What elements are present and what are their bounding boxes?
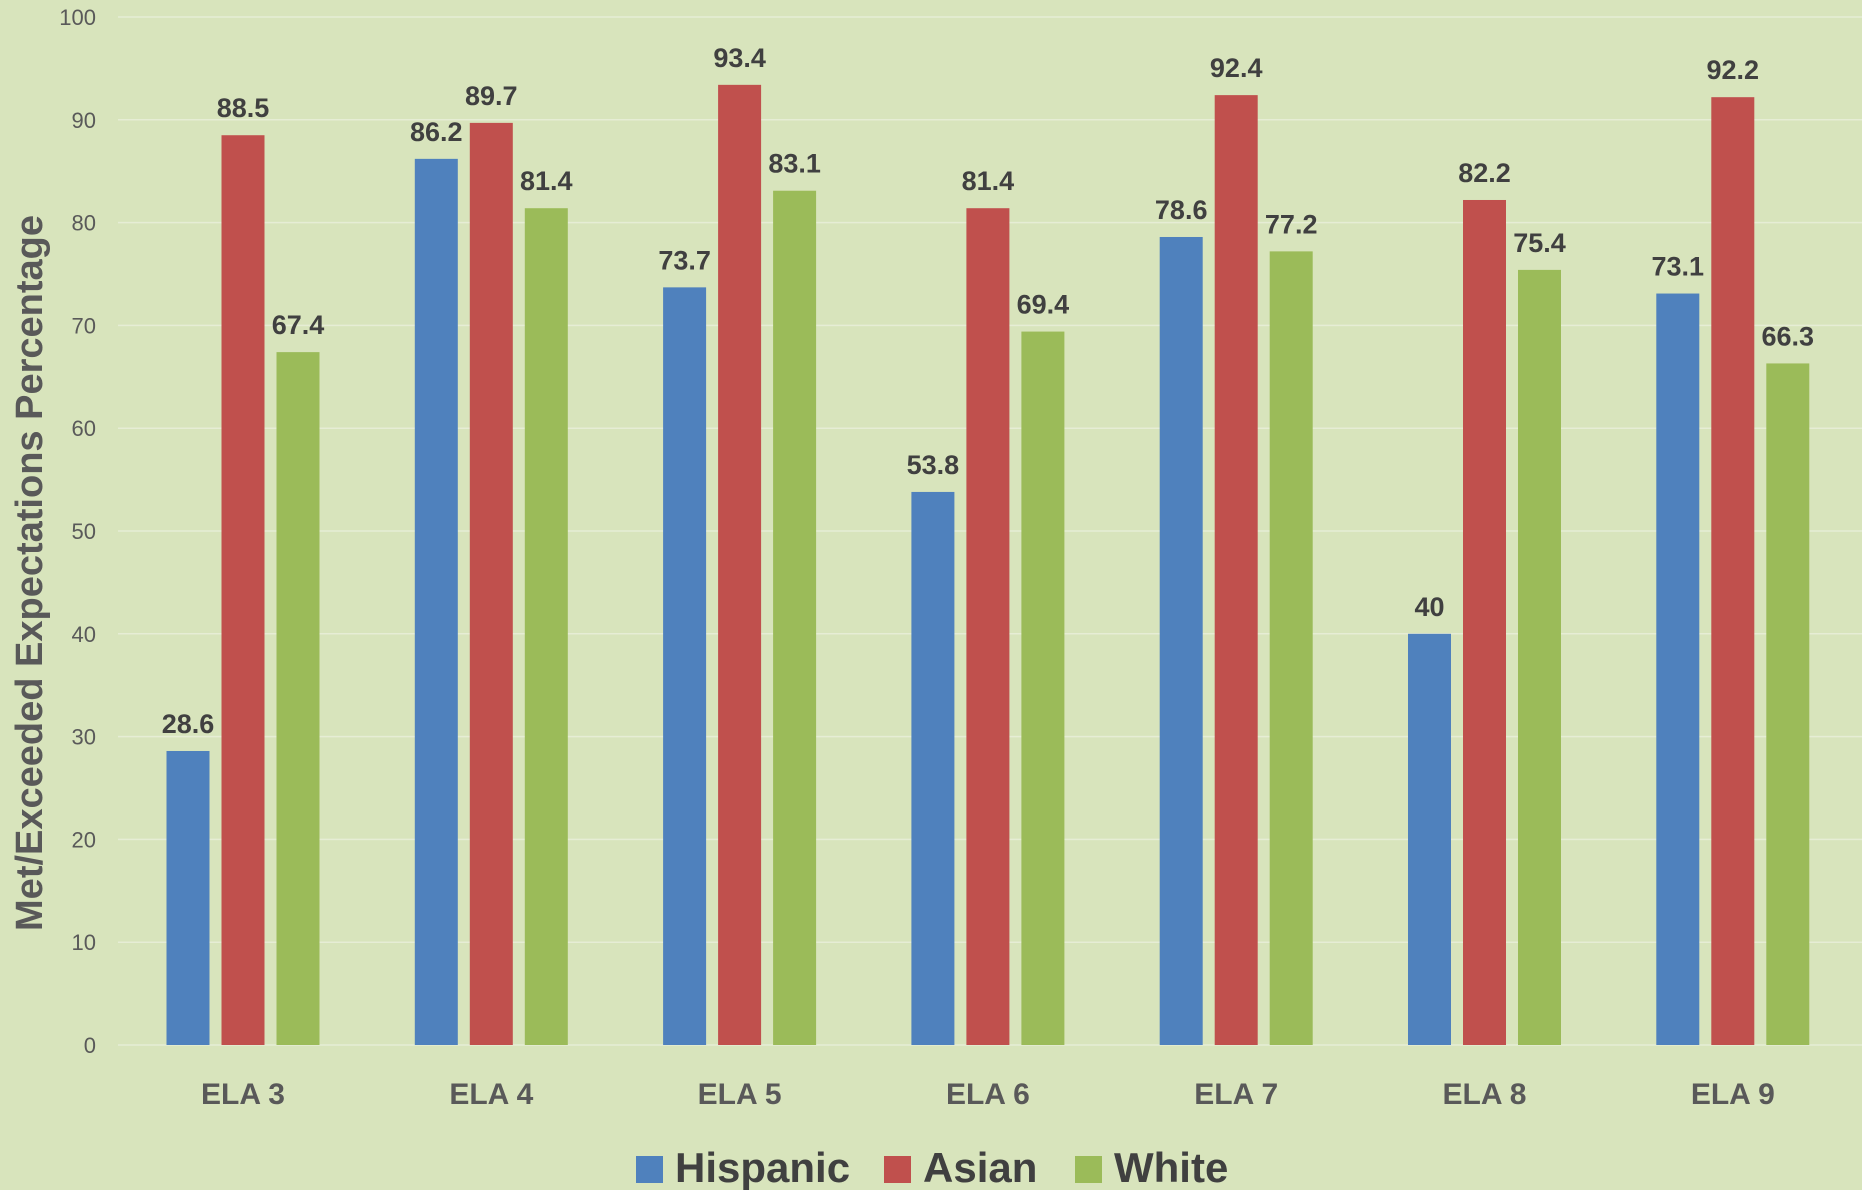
data-label: 75.4 [1513,228,1566,258]
legend-label-hispanic: Hispanic [675,1144,850,1190]
y-tick-label: 90 [72,108,96,133]
bar-hispanic-ela-6 [911,491,955,1045]
legend: Hispanic Asian White [636,1144,1228,1190]
data-label: 81.4 [962,166,1015,196]
data-label: 77.2 [1265,209,1318,239]
bar-white-ela-9 [1766,363,1810,1045]
data-label: 53.8 [907,450,960,480]
y-tick-label: 0 [84,1033,96,1058]
data-label: 40 [1414,592,1444,622]
legend-swatch-asian [884,1156,911,1183]
y-tick-label: 70 [72,313,96,338]
legend-swatch-white [1075,1156,1102,1183]
x-tick-label: ELA 8 [1443,1078,1527,1111]
bar-white-ela-8 [1518,269,1561,1045]
x-tick-label: ELA 4 [449,1078,533,1111]
data-label: 92.2 [1707,55,1760,85]
data-labels: 28.6 88.5 67.4 86.289.7 81.4 73.7 93.4 83.1 53.8… [162,43,1814,739]
bar-hispanic-ela-9 [1656,293,1700,1046]
y-tick-label: 60 [72,416,96,441]
y-axis-ticks: 0 10 20 30 40 50 60 70 80 90 100 [59,5,96,1058]
data-label: 92.4 [1210,53,1263,83]
data-label: 86.2 [410,117,463,147]
bar-hispanic-ela-3 [166,750,210,1045]
legend-label-asian: Asian [923,1144,1037,1190]
bar-asian-ela-7 [1214,95,1258,1046]
x-tick-label: ELA 5 [698,1078,782,1111]
bar-white-ela-5 [773,190,817,1045]
data-label: 69.4 [1017,290,1070,320]
bar-white-ela-3 [276,352,320,1045]
data-label: 78.6 [1155,195,1208,225]
bar-asian-ela-8 [1463,199,1506,1045]
x-tick-label: ELA 3 [201,1078,285,1111]
x-tick-label: ELA 6 [946,1078,1030,1111]
bar-hispanic-ela-8 [1408,633,1451,1045]
bar-asian-ela-3 [221,135,265,1046]
y-tick-label: 100 [59,5,96,30]
bars [166,84,1810,1046]
data-label: 66.3 [1762,321,1815,351]
x-tick-label: ELA 7 [1194,1078,1278,1111]
bar-white-ela-4 [524,208,568,1045]
bar-hispanic-ela-4 [414,158,458,1045]
bar-white-ela-7 [1269,251,1313,1045]
bar-asian-ela-5 [718,84,762,1045]
data-label: 89.7 [465,81,518,111]
y-tick-label: 30 [72,725,96,750]
data-label: 67.4 [272,310,325,340]
y-axis-title: Met/Exceeded Expectations Percentage [9,215,51,931]
bar-asian-ela-6 [966,208,1010,1045]
data-label: 83.1 [768,149,821,179]
data-label: 81.4 [520,166,573,196]
legend-label-white: White [1114,1144,1228,1190]
x-axis-ticks: ELA 3 ELA 4 ELA 5 ELA 6 ELA 7 ELA 8 ELA 9 [201,1078,1775,1111]
bar-hispanic-ela-7 [1159,236,1203,1045]
y-tick-label: 40 [72,622,96,647]
bar-white-ela-6 [1021,331,1065,1045]
bar-asian-ela-9 [1711,97,1755,1045]
data-label: 73.1 [1652,252,1705,282]
data-label: 28.6 [162,709,215,739]
data-label: 88.5 [217,93,270,123]
y-tick-label: 50 [72,519,96,544]
data-label: 73.7 [658,245,711,275]
legend-swatch-hispanic [636,1156,663,1183]
data-label: 93.4 [713,43,766,73]
data-label: 82.2 [1458,158,1511,188]
bar-hispanic-ela-5 [663,287,707,1045]
x-tick-label: ELA 9 [1691,1078,1775,1111]
y-tick-label: 10 [72,930,96,955]
y-tick-label: 20 [72,827,96,852]
y-tick-label: 80 [72,211,96,236]
bar-asian-ela-4 [469,122,513,1045]
